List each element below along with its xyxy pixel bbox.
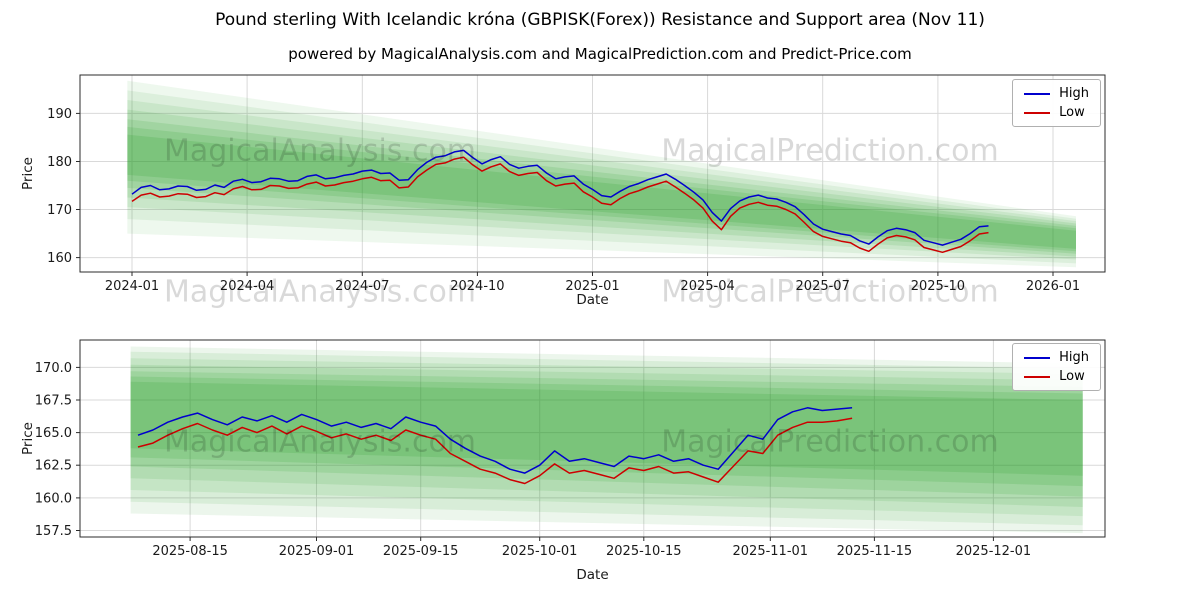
x-tick-label: 2025-12-01 bbox=[956, 544, 1032, 559]
high-line-swatch bbox=[1024, 92, 1051, 95]
x-tick-label: 2025-11-01 bbox=[733, 544, 809, 559]
legend: High Low bbox=[1012, 343, 1101, 391]
y-tick-label: 160 bbox=[47, 251, 72, 266]
support-resistance-band bbox=[130, 351, 1083, 526]
x-tick-label: 2025-09-15 bbox=[383, 544, 459, 559]
chart-title: Pound sterling With Icelandic króna (GBP… bbox=[215, 10, 985, 30]
support-resistance-band bbox=[130, 346, 1083, 534]
x-tick-label: 2025-08-15 bbox=[152, 544, 228, 559]
y-axis-label: Price bbox=[20, 157, 36, 190]
low-line-swatch bbox=[1024, 375, 1051, 378]
x-tick-label: 2025-10 bbox=[911, 279, 965, 294]
y-tick-label: 157.5 bbox=[35, 524, 72, 539]
legend-item-low: Low bbox=[1024, 105, 1089, 120]
y-tick-label: 180 bbox=[47, 155, 72, 170]
chart-subtitle: powered by MagicalAnalysis.com and Magic… bbox=[288, 45, 912, 63]
x-tick-label: 2025-09-01 bbox=[279, 544, 355, 559]
x-tick-label: 2024-10 bbox=[450, 279, 504, 294]
high-line-swatch bbox=[1024, 356, 1051, 359]
legend: High Low bbox=[1012, 79, 1101, 127]
x-tick-label: 2024-01 bbox=[105, 279, 159, 294]
low-line-swatch bbox=[1024, 111, 1051, 114]
top-price-chart: 2024-01 2024-04 2024-07 2024-10 2025-01 2025-… bbox=[0, 70, 1200, 310]
legend-label-high: High bbox=[1059, 86, 1089, 101]
y-axis-label: Price bbox=[20, 422, 36, 455]
legend-label-low: Low bbox=[1059, 369, 1085, 384]
y-tick-label: 165.0 bbox=[35, 426, 72, 441]
support-resistance-band bbox=[127, 126, 1076, 252]
x-tick-label: 2026-01 bbox=[1026, 279, 1080, 294]
x-tick-label: 2025-10-01 bbox=[502, 544, 578, 559]
low-line bbox=[131, 156, 989, 254]
legend-label-low: Low bbox=[1059, 105, 1085, 120]
y-tick-label: 162.5 bbox=[35, 459, 72, 474]
support-resistance-band bbox=[127, 134, 1076, 249]
x-axis-label: Date bbox=[576, 292, 608, 308]
x-axis-label: Date bbox=[576, 567, 608, 583]
low-line bbox=[137, 417, 853, 485]
y-tick-label: 190 bbox=[47, 107, 72, 122]
legend-item-high: High bbox=[1024, 86, 1089, 101]
support-resistance-band bbox=[127, 119, 1076, 254]
high-line bbox=[131, 149, 989, 246]
legend-item-high: High bbox=[1024, 350, 1089, 365]
legend-label-high: High bbox=[1059, 350, 1089, 365]
x-tick-label: 2024-07 bbox=[335, 279, 389, 294]
top-chart-canvas: 2024-01 2024-04 2024-07 2024-10 2025-01 2025-… bbox=[20, 74, 1106, 308]
support-resistance-band bbox=[130, 364, 1083, 507]
y-tick-label: 170 bbox=[47, 203, 72, 218]
x-tick-label: 2025-07 bbox=[796, 279, 850, 294]
bottom-price-chart: 2025-08-15 2025-09-01 2025-09-15 2025-10-01… bbox=[0, 330, 1200, 585]
high-line bbox=[137, 407, 853, 474]
support-resistance-band bbox=[127, 90, 1076, 264]
plot-border bbox=[79, 339, 1106, 538]
support-resistance-band bbox=[130, 376, 1083, 487]
support-resistance-band bbox=[127, 109, 1076, 257]
x-tick-label: 2025-11-15 bbox=[837, 544, 913, 559]
support-resistance-band bbox=[130, 381, 1083, 476]
support-resistance-band bbox=[127, 100, 1076, 260]
support-resistance-band bbox=[127, 80, 1076, 268]
x-tick-label: 2025-01 bbox=[565, 279, 619, 294]
x-tick-label: 2025-04 bbox=[680, 279, 734, 294]
support-resistance-band bbox=[130, 358, 1083, 517]
y-tick-label: 160.0 bbox=[35, 491, 72, 506]
support-resistance-band bbox=[130, 371, 1083, 497]
legend-item-low: Low bbox=[1024, 369, 1089, 384]
y-tick-label: 167.5 bbox=[35, 394, 72, 409]
x-tick-label: 2025-10-15 bbox=[606, 544, 682, 559]
y-tick-label: 170.0 bbox=[35, 361, 72, 376]
x-tick-label: 2024-04 bbox=[220, 279, 274, 294]
bottom-chart-canvas: 2025-08-15 2025-09-01 2025-09-15 2025-10-01… bbox=[20, 339, 1106, 583]
